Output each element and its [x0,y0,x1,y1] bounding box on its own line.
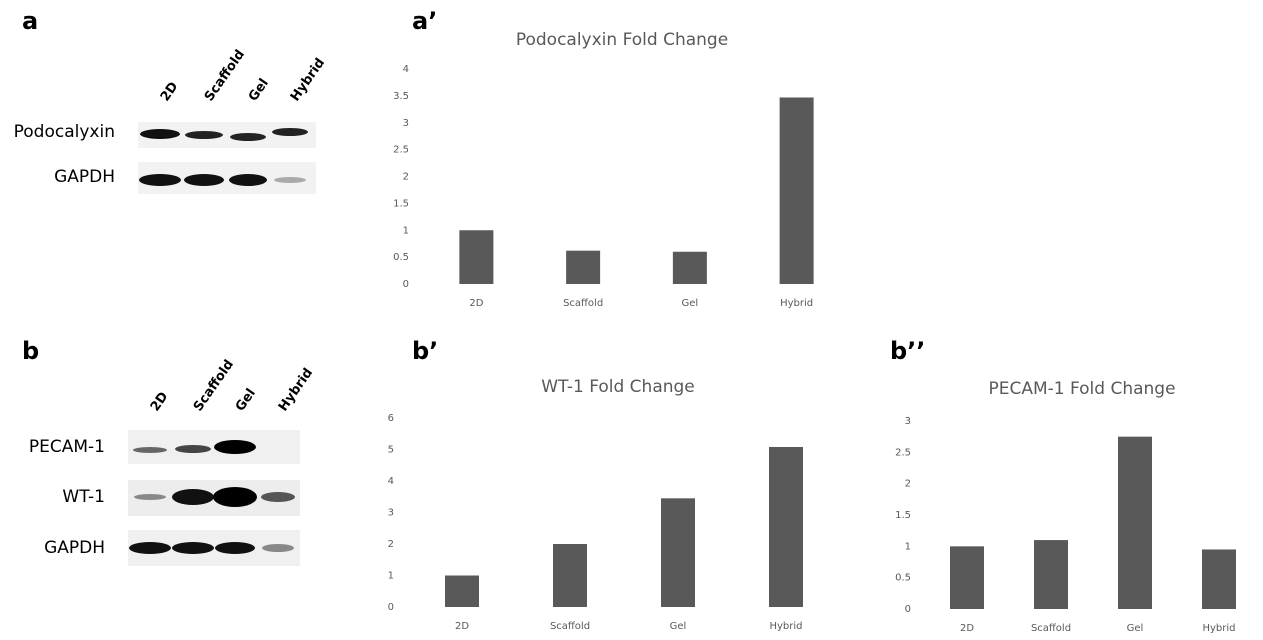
panel-label: a’ [412,7,437,35]
y-tick-label: 1.5 [895,510,911,521]
x-tick-label: 2D [455,621,469,632]
y-tick-label: 0.5 [895,573,911,584]
y-tick-label: 6 [388,413,394,424]
y-tick-label: 3 [403,118,409,129]
bar [445,576,479,608]
y-tick-label: 1 [388,571,394,582]
y-tick-label: 3 [388,508,394,519]
y-tick-label: 1.5 [393,198,409,209]
bar [1202,549,1236,609]
x-tick-label: Scaffold [1031,623,1071,634]
y-tick-label: 0.5 [393,252,409,263]
y-tick-label: 2 [403,172,409,183]
row-label: Podocalyxin [14,122,115,142]
x-tick-label: 2D [469,298,483,309]
row-label: PECAM-1 [29,437,105,457]
panel-label: b’’ [890,337,925,365]
y-tick-label: 1 [905,541,911,552]
y-tick-label: 3 [905,416,911,427]
y-tick-label: 3.5 [393,91,409,102]
chart-title: WT-1 Fold Change [541,377,695,397]
lane-label: 2D [158,79,182,104]
y-tick-label: 0 [905,604,911,615]
chart-title: Podocalyxin Fold Change [516,30,728,50]
x-tick-label: Gel [670,621,687,632]
y-tick-label: 0 [403,279,409,290]
bar [566,251,600,284]
y-tick-label: 4 [403,64,409,75]
bar [459,230,493,284]
x-tick-label: 2D [960,623,974,634]
y-tick-label: 2 [388,539,394,550]
figure: a a’ b b’ b’’ 2DScaffoldGelHybridPodocal… [0,0,1263,640]
x-tick-label: Hybrid [769,621,802,632]
lane-label: Gel [246,76,272,104]
y-tick-label: 2.5 [393,145,409,156]
row-label: GAPDH [44,538,105,558]
panel-label: b’ [412,337,438,365]
chart-title: PECAM-1 Fold Change [988,379,1175,399]
x-tick-label: Gel [682,298,699,309]
lane-label: Hybrid [276,366,316,415]
bar [661,498,695,607]
x-tick-label: Hybrid [780,298,813,309]
y-tick-label: 2 [905,479,911,490]
bar [769,447,803,607]
panel-label: a [22,7,38,35]
bar [780,97,814,284]
row-label: GAPDH [54,167,115,187]
lane-label: 2D [148,389,172,414]
blot-image [138,122,316,194]
x-tick-label: Scaffold [550,621,590,632]
lane-label: Scaffold [191,357,237,414]
panel-label: b [22,337,39,365]
row-label: WT-1 [62,487,105,507]
x-tick-label: Hybrid [1202,623,1235,634]
bar [553,544,587,607]
x-tick-label: Scaffold [563,298,603,309]
lane-label: Gel [233,386,259,414]
bar [1034,540,1068,609]
blot-image [128,430,300,566]
bar [950,546,984,609]
y-tick-label: 5 [388,445,394,456]
y-tick-label: 2.5 [895,447,911,458]
bar [1118,437,1152,609]
lane-label: Hybrid [288,56,328,105]
lane-label: Scaffold [202,47,248,104]
bar [673,252,707,284]
y-tick-label: 4 [388,476,394,487]
x-tick-label: Gel [1127,623,1144,634]
y-tick-label: 0 [388,602,394,613]
y-tick-label: 1 [403,225,409,236]
